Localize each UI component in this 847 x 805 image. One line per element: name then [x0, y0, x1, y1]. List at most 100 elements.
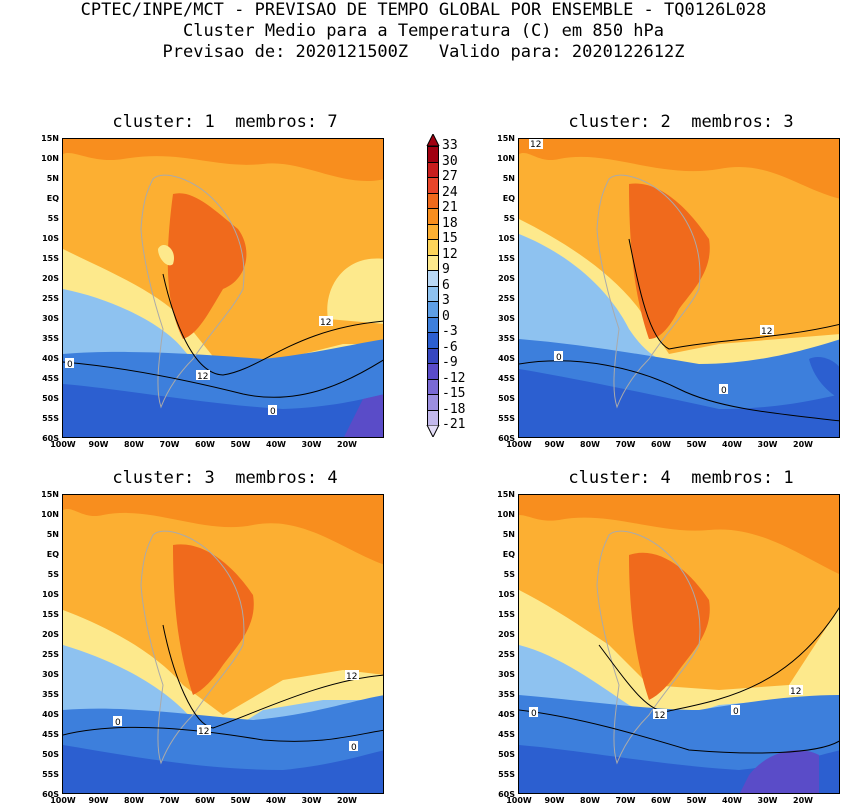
panel-1-contour-label: 12 — [320, 318, 331, 328]
colorbar-swatch — [427, 409, 439, 426]
lon-tick-label: 60W — [195, 796, 215, 805]
colorbar-swatch — [427, 301, 439, 318]
lat-tick-label: 50S — [498, 394, 515, 403]
panel-3-contour-label: 12 — [346, 672, 357, 682]
header-line-1: CPTEC/INPE/MCT - PREVISAO DE TEMPO GLOBA… — [80, 0, 767, 20]
lat-tick-label: 15S — [42, 610, 59, 619]
lon-tick-label: 100W — [50, 796, 76, 805]
lon-tick-label: 70W — [159, 440, 180, 449]
colorbar-swatch — [427, 347, 439, 364]
colorbar-swatch — [427, 332, 439, 349]
lon-tick-label: 100W — [50, 440, 76, 449]
colorbar-swatch — [427, 254, 439, 271]
lat-tick-label: 45S — [42, 374, 59, 383]
panel-2-map: 0 0 12 12 — [518, 138, 840, 438]
lat-tick-label: 15N — [497, 134, 515, 143]
colorbar-label: -12 — [442, 370, 466, 386]
lat-tick-label: 55S — [42, 770, 59, 779]
panel-3-map: 0 0 12 12 — [62, 494, 384, 794]
lon-tick-label: 60W — [651, 796, 671, 805]
colorbar-swatch — [427, 316, 439, 333]
colorbar-swatch — [427, 394, 439, 411]
panel-3-contour-label: 0 — [115, 718, 121, 728]
lat-tick-label: EQ — [46, 194, 59, 203]
lon-tick-label: 60W — [195, 440, 215, 449]
colorbar-label: 0 — [442, 308, 450, 324]
panel-2-field: 0 0 12 12 — [519, 139, 839, 437]
lat-tick-label: 5N — [46, 530, 59, 539]
lat-tick-label: 15N — [41, 134, 59, 143]
lon-tick-label: 20W — [337, 440, 357, 449]
lat-tick-label: 40S — [498, 710, 515, 719]
lat-tick-label: 40S — [42, 354, 59, 363]
lon-tick-label: 100W — [506, 440, 532, 449]
panel-1-contour-label: 12 — [197, 372, 208, 382]
lat-tick-label: 35S — [498, 334, 515, 343]
lon-tick-label: 90W — [544, 440, 565, 449]
lat-tick-label: 45S — [498, 730, 515, 739]
lon-tick-label: 70W — [159, 796, 180, 805]
panel-4-contour-label: 12 — [790, 687, 801, 697]
panel-1-contour-label: 0 — [67, 360, 73, 370]
panel-1-field: 0 0 12 12 — [63, 139, 383, 437]
lat-tick-label: 15N — [41, 490, 59, 499]
colorbar-swatch — [427, 146, 439, 163]
lat-tick-label: 50S — [42, 750, 59, 759]
lon-tick-label: 90W — [88, 440, 109, 449]
lat-tick-label: 25S — [498, 650, 515, 659]
colorbar-bottom-arrow — [426, 425, 440, 437]
lon-tick-label: 50W — [686, 796, 707, 805]
lat-tick-label: 45S — [498, 374, 515, 383]
lon-tick-label: 90W — [88, 796, 109, 805]
lon-tick-label: 70W — [615, 440, 636, 449]
colorbar-label: 3 — [442, 293, 450, 308]
lat-tick-label: 5N — [502, 174, 515, 183]
colorbar-swatch — [427, 208, 439, 225]
lat-tick-label: EQ — [502, 194, 515, 203]
lat-tick-label: 10S — [42, 590, 59, 599]
panel-2-contour-label: 0 — [721, 386, 727, 396]
colorbar-label: 27 — [442, 169, 458, 184]
lat-tick-label: 60S — [42, 790, 59, 799]
lat-tick-label: 10S — [42, 234, 59, 243]
panel-2-title: cluster: 2 membros: 3 — [568, 112, 794, 132]
lon-tick-label: 100W — [506, 796, 532, 805]
lat-tick-label: 40S — [42, 710, 59, 719]
lat-tick-label: 20S — [498, 274, 515, 283]
lat-tick-label: 55S — [498, 414, 515, 423]
colorbar-label: -3 — [442, 324, 458, 339]
lon-tick-label: 30W — [301, 440, 322, 449]
lon-tick-label: 50W — [230, 440, 251, 449]
lon-tick-label: 40W — [266, 796, 286, 805]
lon-tick-label: 20W — [337, 796, 357, 805]
colorbar-label: 24 — [442, 184, 458, 200]
lat-tick-label: EQ — [502, 550, 515, 559]
colorbar-swatch — [427, 270, 439, 287]
panel-4-map: 0 0 12 12 — [518, 494, 840, 794]
lat-tick-label: 50S — [498, 750, 515, 759]
lat-tick-label: 30S — [42, 314, 59, 323]
lat-tick-label: 15S — [42, 254, 59, 263]
lat-tick-label: 25S — [42, 294, 59, 303]
lon-tick-label: 80W — [124, 796, 144, 805]
lat-tick-label: 60S — [498, 434, 515, 443]
lat-tick-label: 10N — [41, 154, 59, 163]
panel-2-contour-label: 12 — [761, 327, 772, 337]
lat-tick-label: 30S — [42, 670, 59, 679]
colorbar-label: 30 — [442, 153, 458, 169]
lat-tick-label: 15N — [497, 490, 515, 499]
lat-tick-label: 5S — [503, 570, 515, 579]
lat-tick-label: 60S — [42, 434, 59, 443]
panel-1-title: cluster: 1 membros: 7 — [112, 112, 338, 132]
lat-tick-label: 5S — [47, 570, 59, 579]
lat-tick-label: EQ — [46, 550, 59, 559]
lon-tick-label: 60W — [651, 440, 671, 449]
colorbar-swatch — [427, 378, 439, 395]
lat-tick-label: 10S — [498, 234, 515, 243]
panel-3-contour-label: 12 — [198, 727, 209, 737]
lat-tick-label: 5S — [503, 214, 515, 223]
panel-4-contour-label: 0 — [531, 709, 537, 719]
lon-tick-label: 40W — [722, 796, 742, 805]
colorbar-swatch — [427, 239, 439, 256]
lat-tick-label: 25S — [498, 294, 515, 303]
